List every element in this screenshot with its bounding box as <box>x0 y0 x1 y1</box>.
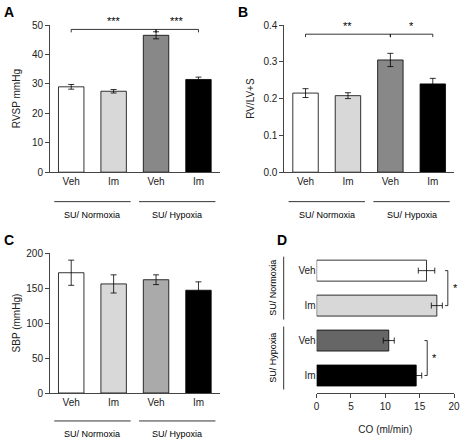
svg-text:Veh: Veh <box>382 176 399 187</box>
svg-text:Veh: Veh <box>63 176 80 187</box>
svg-text:Im: Im <box>305 370 316 381</box>
svg-text:*: * <box>453 282 458 294</box>
svg-text:SU/ Hypoxia: SU/ Hypoxia <box>268 333 278 383</box>
svg-text:0.2: 0.2 <box>263 93 277 104</box>
svg-text:Im: Im <box>342 176 353 187</box>
svg-text:0.4: 0.4 <box>263 20 277 31</box>
svg-text:Veh: Veh <box>298 265 315 276</box>
svg-text:SBP (mmHg): SBP (mmHg) <box>11 294 22 353</box>
svg-text:*: * <box>409 20 414 32</box>
svg-text:200: 200 <box>26 248 43 259</box>
svg-text:50: 50 <box>32 353 44 364</box>
svg-text:Im: Im <box>193 397 204 408</box>
svg-text:SU/ Normoxia: SU/ Normoxia <box>268 260 278 316</box>
svg-text:Im: Im <box>193 176 204 187</box>
svg-text:B: B <box>238 4 248 20</box>
svg-text:0: 0 <box>314 401 320 412</box>
svg-text:*: * <box>432 352 437 364</box>
svg-text:15: 15 <box>414 401 426 412</box>
svg-text:Im: Im <box>108 397 119 408</box>
svg-text:***: *** <box>107 15 121 27</box>
svg-text:0.3: 0.3 <box>263 56 277 67</box>
svg-text:***: *** <box>170 15 184 27</box>
svg-text:40: 40 <box>32 49 44 60</box>
svg-text:Im: Im <box>108 176 119 187</box>
svg-text:Veh: Veh <box>147 397 164 408</box>
svg-text:0: 0 <box>37 167 43 178</box>
svg-text:10: 10 <box>380 401 392 412</box>
svg-text:RV/LV+S: RV/LV+S <box>245 78 256 119</box>
svg-text:Veh: Veh <box>147 176 164 187</box>
svg-text:10: 10 <box>32 137 44 148</box>
svg-text:20: 20 <box>448 401 460 412</box>
svg-text:5: 5 <box>348 401 354 412</box>
svg-text:Veh: Veh <box>298 335 315 346</box>
svg-text:0.1: 0.1 <box>263 130 277 141</box>
svg-text:**: ** <box>343 20 352 32</box>
svg-text:A: A <box>4 4 14 20</box>
svg-text:SU/ Normoxia: SU/ Normoxia <box>64 429 120 439</box>
svg-text:150: 150 <box>26 283 43 294</box>
svg-text:Veh: Veh <box>297 176 314 187</box>
svg-text:100: 100 <box>26 318 43 329</box>
svg-text:0.0: 0.0 <box>263 167 277 178</box>
svg-text:C: C <box>4 232 14 248</box>
svg-text:CO (ml/min): CO (ml/min) <box>358 424 412 435</box>
svg-text:20: 20 <box>32 108 44 119</box>
svg-text:SU/ Hypoxia: SU/ Hypoxia <box>152 429 202 439</box>
svg-text:RVSP mmHg: RVSP mmHg <box>11 69 22 128</box>
svg-text:Im: Im <box>427 176 438 187</box>
svg-text:Veh: Veh <box>63 397 80 408</box>
svg-text:SU/ Normoxia: SU/ Normoxia <box>64 210 120 220</box>
svg-text:SU/ Hypoxia: SU/ Hypoxia <box>387 210 437 220</box>
svg-text:Im: Im <box>305 300 316 311</box>
svg-text:SU/ Normoxia: SU/ Normoxia <box>299 210 355 220</box>
svg-text:SU/ Hypoxia: SU/ Hypoxia <box>152 210 202 220</box>
svg-text:0: 0 <box>37 388 43 399</box>
svg-text:50: 50 <box>32 20 44 31</box>
svg-text:D: D <box>277 232 287 248</box>
svg-text:30: 30 <box>32 78 44 89</box>
